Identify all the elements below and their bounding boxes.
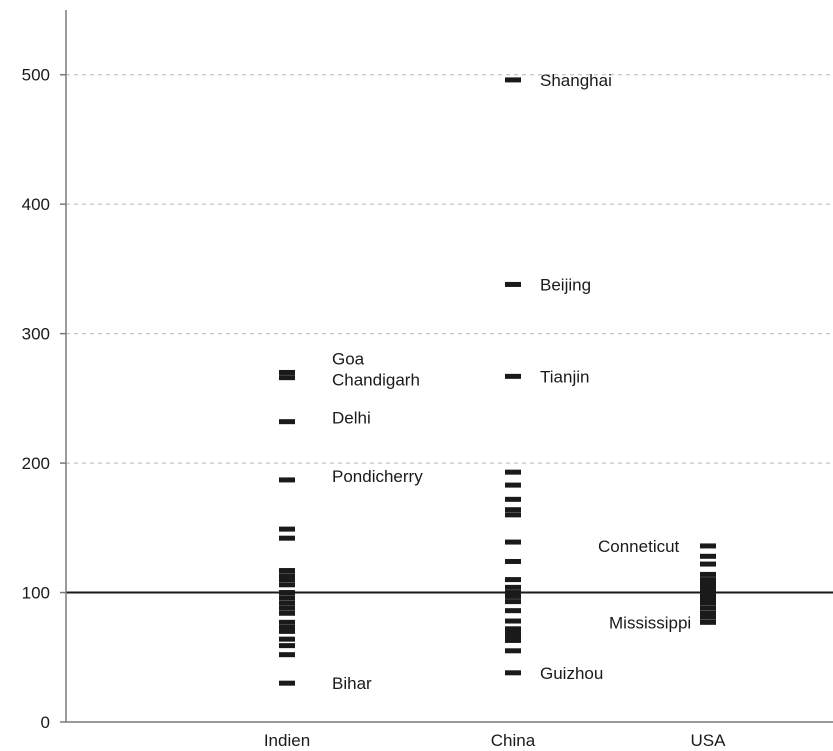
data-point: [505, 599, 521, 605]
data-point: [279, 628, 295, 634]
data-point: [505, 558, 521, 564]
data-point: [279, 577, 295, 583]
data-point: [700, 584, 716, 590]
y-tick-label: 300: [22, 325, 50, 344]
data-point: [700, 561, 716, 567]
data-point: [279, 619, 295, 625]
data-point: [279, 369, 295, 375]
data-point: [700, 619, 716, 625]
data-annotation: Bihar: [332, 674, 372, 693]
data-point: [700, 588, 716, 594]
data-point: [700, 553, 716, 559]
data-point: [505, 507, 521, 513]
data-point: [505, 584, 521, 590]
data-point: [279, 595, 295, 601]
data-point: [279, 573, 295, 579]
data-point: [700, 605, 716, 611]
data-point: [505, 590, 521, 596]
x-category-label: USA: [691, 731, 727, 750]
data-point: [279, 590, 295, 596]
data-point: [505, 608, 521, 614]
data-point: [505, 512, 521, 518]
data-annotation: Beijing: [540, 275, 591, 294]
data-point: [505, 77, 521, 83]
data-annotation: Goa: [332, 349, 365, 368]
data-point: [279, 605, 295, 611]
data-point: [279, 636, 295, 642]
data-point: [279, 600, 295, 606]
data-marks: [279, 77, 716, 686]
data-annotation: Pondicherry: [332, 467, 423, 486]
data-point: [700, 596, 716, 602]
data-point: [700, 600, 716, 606]
data-annotation: Conneticut: [598, 537, 680, 556]
data-point: [700, 571, 716, 577]
axes: [60, 10, 833, 723]
data-point: [505, 577, 521, 583]
data-point: [700, 614, 716, 620]
data-point: [505, 539, 521, 545]
data-point: [505, 626, 521, 632]
data-point: [505, 634, 521, 640]
grid-lines: [66, 74, 833, 594]
data-point: [505, 496, 521, 502]
data-annotation: Chandigarh: [332, 371, 420, 390]
data-point: [279, 477, 295, 483]
data-point: [700, 610, 716, 616]
data-annotation: Mississippi: [609, 613, 691, 632]
data-point: [505, 618, 521, 624]
data-point: [505, 281, 521, 287]
data-point: [279, 582, 295, 588]
labels: 0 100 200 300 400 500 Indien China USA Goa Chandig…: [22, 66, 727, 750]
data-point: [700, 580, 716, 586]
data-point: [505, 628, 521, 634]
data-point: [505, 631, 521, 637]
data-point: [700, 543, 716, 549]
data-point: [505, 373, 521, 379]
data-annotation: Tianjin: [540, 367, 589, 386]
data-point: [279, 375, 295, 381]
data-point: [279, 526, 295, 532]
data-annotation: Delhi: [332, 409, 371, 428]
y-tick-label: 100: [22, 584, 50, 603]
data-point: [505, 593, 521, 599]
data-point: [279, 610, 295, 616]
data-annotation: Shanghai: [540, 71, 612, 90]
data-point: [279, 643, 295, 649]
y-tick-label: 400: [22, 195, 50, 214]
data-point: [700, 577, 716, 583]
data-point: [505, 482, 521, 488]
data-point: [505, 469, 521, 475]
data-point: [279, 568, 295, 574]
y-tick-label: 0: [41, 713, 50, 732]
x-category-label: China: [491, 731, 536, 750]
data-point: [279, 419, 295, 425]
data-point: [279, 680, 295, 686]
y-tick-label: 200: [22, 454, 50, 473]
data-point: [279, 535, 295, 541]
x-category-label: Indien: [264, 731, 310, 750]
y-tick-label: 500: [22, 66, 50, 85]
data-point: [505, 648, 521, 654]
data-point: [505, 637, 521, 643]
data-point: [505, 670, 521, 676]
data-annotation: Guizhou: [540, 664, 603, 683]
data-point: [279, 652, 295, 658]
data-point: [700, 592, 716, 598]
data-point: [279, 624, 295, 630]
